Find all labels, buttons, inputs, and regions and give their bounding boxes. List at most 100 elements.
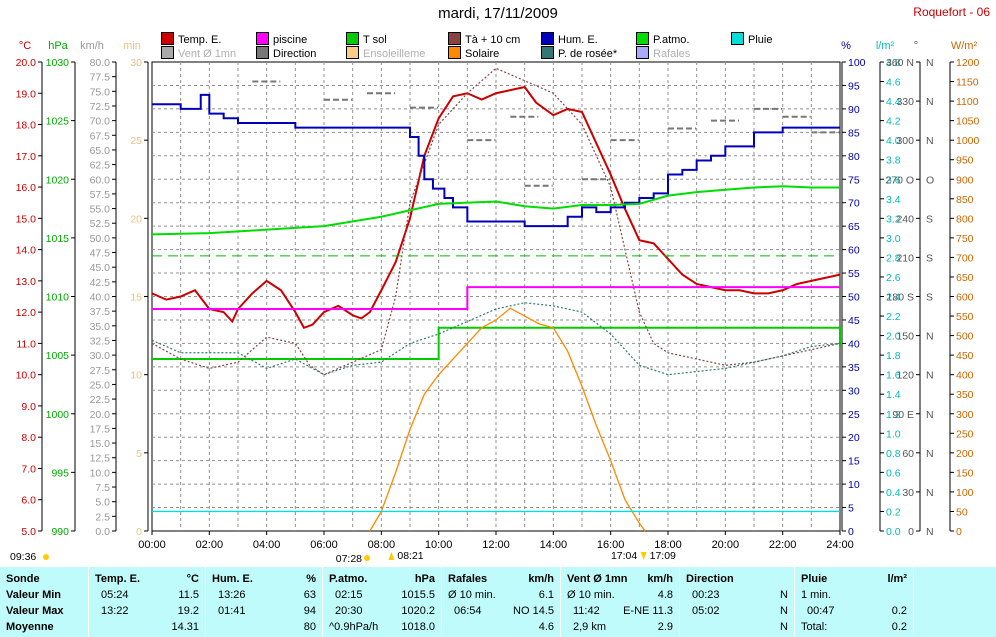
solar-axis-tick-label: 400: [956, 370, 974, 382]
hum-max-time: 01:41: [218, 605, 246, 617]
legend-swatch: [448, 46, 461, 59]
legend-label: P. de rosée*: [558, 48, 618, 60]
humidity-axis-tick-label: 100: [848, 57, 866, 69]
direction-axis-cardinal-label: N: [926, 135, 934, 147]
wind-axis-tick-label: 15.0: [90, 438, 111, 450]
divider: [322, 567, 323, 637]
solar-axis-tick-label: 550: [956, 311, 974, 323]
pluie-interval: 1 min.: [801, 589, 831, 601]
direction-mean-value: N: [780, 621, 788, 633]
direction-axis-cardinal-label: N: [926, 526, 934, 538]
rain-axis-tick-label: 1.8: [886, 350, 901, 362]
wind-axis-tick-label: 62.5: [90, 160, 111, 172]
divider: [205, 567, 206, 637]
vent-min-value: 4.8: [657, 589, 673, 601]
pressure-axis-tick-label: 1020: [46, 174, 70, 186]
humidity-axis-tick-label: 20: [848, 432, 860, 444]
chart-title: mardi, 17/11/2009: [438, 5, 558, 22]
wind-axis-tick-label: 70.0: [90, 116, 111, 128]
rafales-max-time: 06:54: [454, 605, 482, 617]
wind-axis-tick-label: 2.5: [95, 511, 110, 523]
time-axis-tick-label: 02:00: [196, 539, 224, 551]
direction-min-time: 00:23: [692, 589, 720, 601]
direction-max-value: N: [780, 605, 788, 617]
temp-axis-tick-label: 7.0: [21, 463, 36, 475]
time-axis-tick-label: 12:00: [482, 539, 510, 551]
legend-item: piscine: [256, 32, 307, 46]
humidity-axis-unit: %: [841, 40, 851, 52]
solar-axis-tick-label: 750: [956, 233, 974, 245]
rafales-min-label: Ø 10 min.: [448, 589, 496, 601]
time-axis-tick-label: 00:00: [138, 539, 166, 551]
hum-min-time: 13:26: [218, 589, 246, 601]
patmo-trend: ^0.9hPa/h: [329, 621, 379, 633]
humidity-axis-tick-label: 75: [848, 174, 860, 186]
solar-axis-tick-label: 200: [956, 448, 974, 460]
temp-axis-tick-label: 12.0: [16, 307, 37, 319]
rain-axis-tick-label: 2.2: [886, 311, 901, 323]
legend-label: Vent Ø 1mn: [178, 48, 237, 60]
wind-axis-tick-label: 0.0: [95, 526, 110, 538]
pressure-axis-tick-label: 990: [51, 526, 69, 538]
series-line-t-sol: [152, 326, 841, 361]
vent-distance: 2,9 km: [573, 621, 607, 633]
temp-min-time: 05:24: [101, 589, 129, 601]
legend-item: Tà + 10 cm: [448, 32, 520, 46]
rain-axis-tick-label: 4.2: [886, 116, 901, 128]
time-axis-tick-label: 08:00: [368, 539, 396, 551]
wind-axis-tick-label: 12.5: [90, 453, 111, 465]
humidity-axis-tick-label: 80: [848, 151, 860, 163]
first-data-time: 09:36: [10, 551, 36, 563]
solar-axis-tick-label: 900: [956, 174, 974, 186]
hum-mean-value: 80: [303, 621, 316, 633]
temp-axis-tick-label: 19.0: [16, 88, 37, 100]
wind-axis-tick-label: 67.5: [90, 130, 111, 142]
wind-axis-tick-label: 20.0: [90, 409, 111, 421]
wind-axis-tick-label: 52.5: [90, 218, 111, 230]
solar-axis-tick-label: 800: [956, 213, 974, 225]
humidity-axis-tick-label: 30: [848, 385, 860, 397]
temp-axis-tick-label: 13.0: [16, 276, 37, 288]
solar-axis-tick-label: 1050: [956, 116, 980, 128]
wind-axis-tick-label: 35.0: [90, 321, 111, 333]
time-axis-tick-label: 14:00: [540, 539, 568, 551]
temp-axis-tick-label: 18.0: [16, 120, 37, 132]
legend-label: Ensoleilleme: [363, 48, 426, 60]
humidity-axis-tick-label: 60: [848, 245, 860, 257]
sunset-time-a: 17:04: [611, 550, 637, 562]
summary-col-temp: Temp. E. °C 05:24 11.5 13:22 19.2 14.31: [89, 569, 205, 637]
rain-axis-tick-label: 4.8: [886, 57, 901, 69]
wind-axis-tick-label: 10.0: [90, 467, 111, 479]
direction-axis-cardinal-label: S: [926, 213, 933, 225]
sunrise-time-b: 08:21: [397, 550, 423, 562]
direction-axis-cardinal-label: N: [926, 57, 934, 69]
summary-unit-hum: %: [306, 573, 316, 585]
sun-axis-unit: min: [123, 40, 141, 52]
summary-header-pluie: Pluie: [801, 573, 828, 585]
rafales-max-value: NO 14.5: [513, 605, 554, 617]
time-axis-tick-label: 10:00: [425, 539, 453, 551]
solar-axis-tick-label: 700: [956, 252, 974, 264]
rain-axis-tick-label: 1.6: [886, 370, 901, 382]
direction-axis-cardinal-label: N: [926, 487, 934, 499]
wind-axis-tick-label: 55.0: [90, 204, 111, 216]
wind-axis-tick-label: 30.0: [90, 350, 111, 362]
rain-axis-tick-label: 0.6: [886, 467, 901, 479]
temp-axis-tick-label: 16.0: [16, 182, 37, 194]
legend-item: P. de rosée*: [541, 46, 617, 60]
divider: [913, 567, 914, 637]
rain-axis-tick-label: 0.2: [886, 506, 901, 518]
wind-axis-tick-label: 47.5: [90, 248, 111, 260]
vent-min-label: Ø 10 min.: [567, 589, 615, 601]
summary-unit-temp: °C: [186, 573, 199, 585]
solar-axis-tick-label: 450: [956, 350, 974, 362]
temp-min-value: 11.5: [178, 589, 199, 601]
patmo-min-value: 1015.5: [401, 589, 435, 601]
rain-axis-tick-label: 3.8: [886, 155, 901, 167]
temp-max-time: 13:22: [101, 605, 129, 617]
divider: [560, 567, 561, 637]
rain-axis-tick-label: 0.4: [886, 487, 901, 499]
summary-col-hum: Hum. E.% 13:26 63 01:41 94 80: [206, 569, 322, 637]
direction-axis-tick-label: 180 S: [887, 292, 914, 304]
summary-col-patmo: P.atmo. hPa 02:15 1015.5 20:30 1020.2 ^0.9h…: [323, 569, 441, 637]
